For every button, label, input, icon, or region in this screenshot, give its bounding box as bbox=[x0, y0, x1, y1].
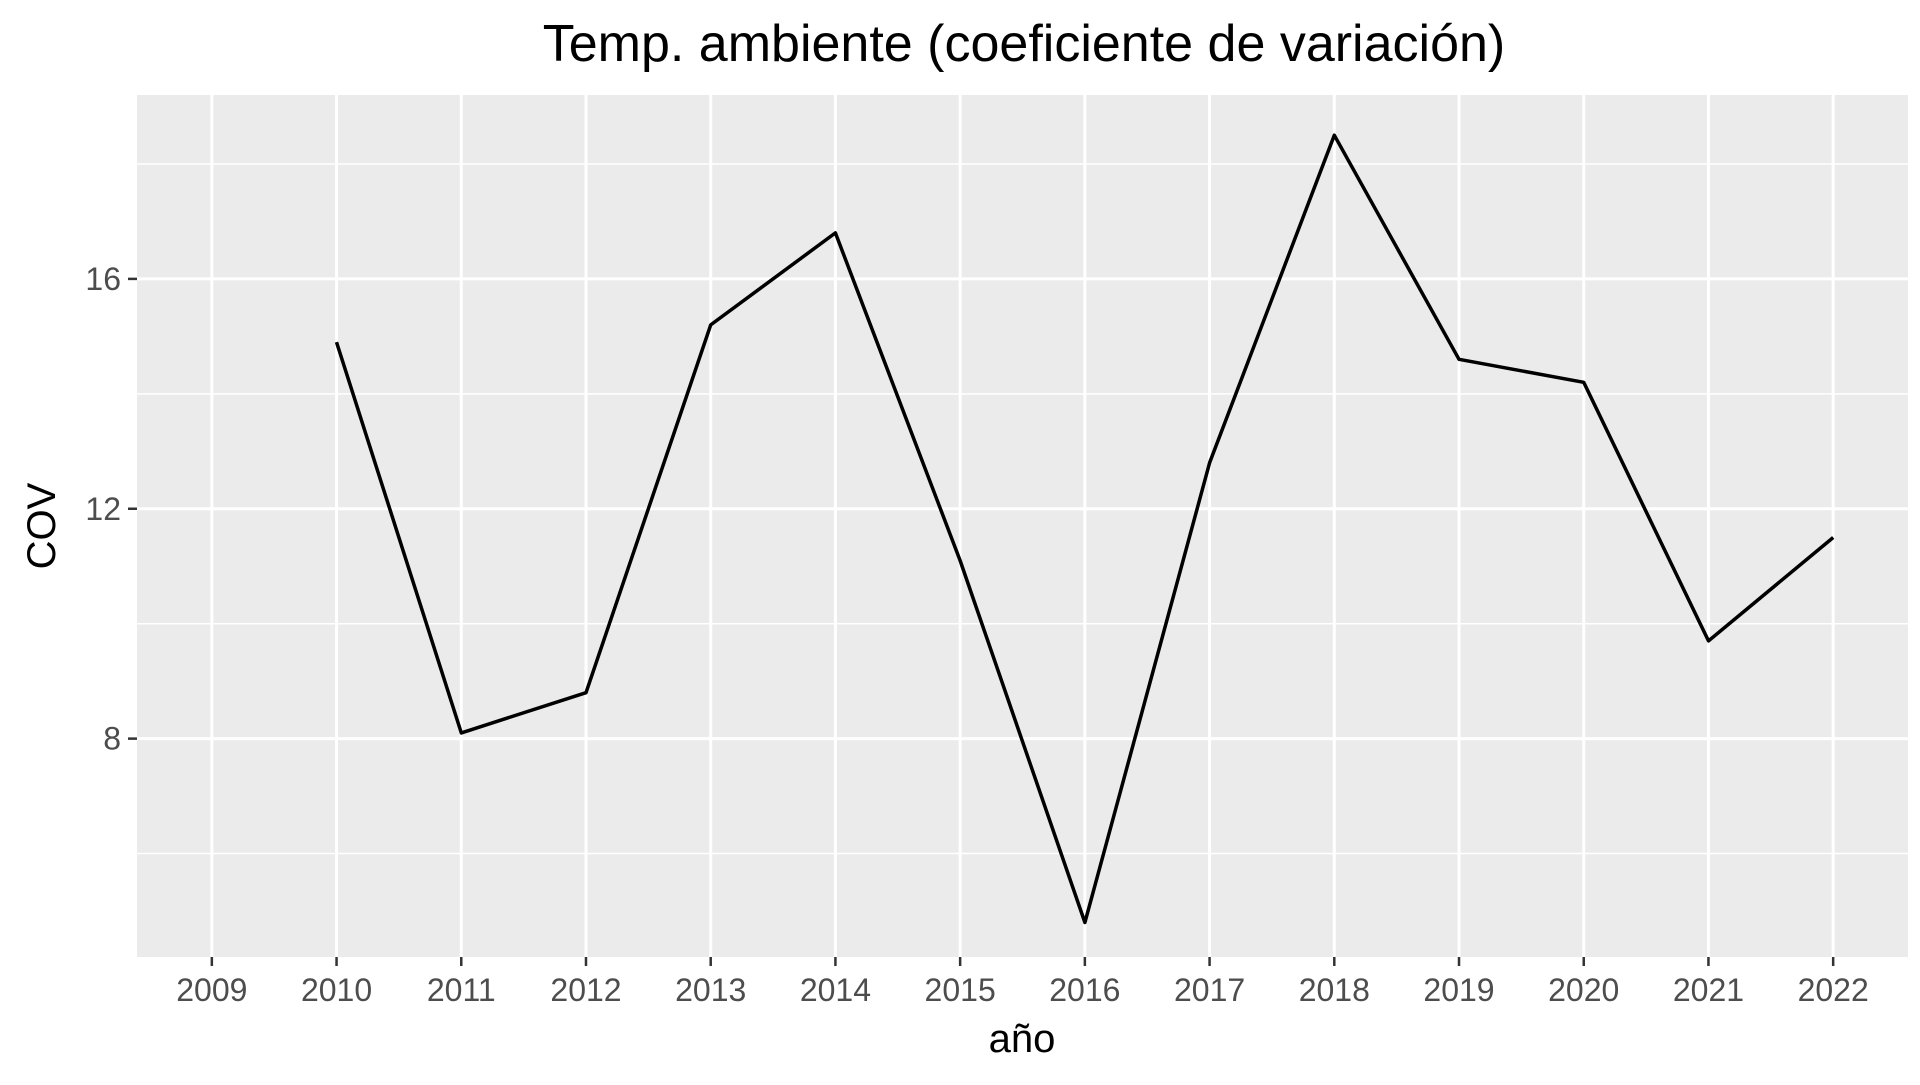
x-tick-label: 2010 bbox=[301, 972, 372, 1008]
plot-panel bbox=[137, 95, 1908, 957]
x-tick-label: 2020 bbox=[1548, 972, 1619, 1008]
y-tick-label: 8 bbox=[103, 721, 121, 757]
x-tick-label: 2016 bbox=[1049, 972, 1120, 1008]
x-tick-label: 2012 bbox=[550, 972, 621, 1008]
y-tick-label: 16 bbox=[85, 261, 121, 297]
x-tick-label: 2021 bbox=[1673, 972, 1744, 1008]
chart-title: Temp. ambiente (coeficiente de variación… bbox=[543, 15, 1505, 73]
x-tick-label: 2019 bbox=[1423, 972, 1494, 1008]
x-tick-label: 2022 bbox=[1798, 972, 1869, 1008]
y-axis-ticks: 8 12 16 bbox=[85, 261, 137, 757]
minor-gridlines bbox=[137, 163, 1908, 855]
series-group bbox=[334, 133, 1835, 925]
x-axis-ticks: 2009 2010 2011 2012 2013 2014 2015 2016 2017 2018… bbox=[176, 957, 1869, 1008]
y-tick-label: 12 bbox=[85, 491, 121, 527]
x-tick-label: 2011 bbox=[427, 972, 496, 1008]
y-axis-title: COV bbox=[20, 482, 64, 569]
x-tick-label: 2018 bbox=[1299, 972, 1370, 1008]
series-line bbox=[334, 133, 1835, 925]
x-tick-label: 2015 bbox=[925, 972, 996, 1008]
x-axis-title: año bbox=[989, 1017, 1056, 1061]
x-tick-label: 2017 bbox=[1174, 972, 1245, 1008]
x-tick-label: 2014 bbox=[800, 972, 871, 1008]
x-tick-label: 2009 bbox=[176, 972, 247, 1008]
x-tick-label: 2013 bbox=[675, 972, 746, 1008]
